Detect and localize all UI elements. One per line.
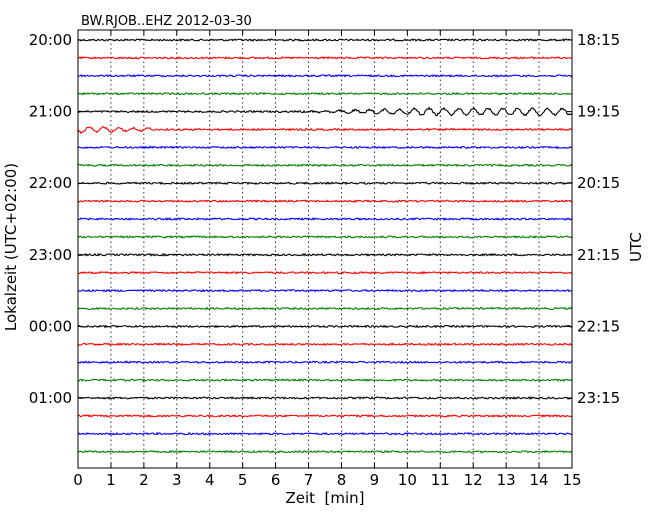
trace-0 <box>77 38 573 42</box>
trace-17 <box>77 342 573 347</box>
x-tick-label-1: 1 <box>106 471 116 489</box>
right-tick-label: 19:15 <box>577 103 620 121</box>
x-axis-label: Zeit [min] <box>285 489 364 507</box>
right-tick-label: 23:15 <box>577 389 620 407</box>
trace-1 <box>77 55 573 60</box>
x-tick-label-6: 6 <box>271 471 281 489</box>
right-tick-label: 21:15 <box>577 246 620 264</box>
x-tick-label-15: 15 <box>562 471 581 489</box>
trace-13 <box>77 270 573 275</box>
x-tick-label-2: 2 <box>139 471 149 489</box>
x-tick-label-9: 9 <box>370 471 380 489</box>
trace-20 <box>77 396 573 401</box>
trace-23 <box>77 449 573 454</box>
left-tick-label: 21:00 <box>29 103 72 121</box>
x-tick-label-12: 12 <box>464 471 483 489</box>
trace-16 <box>77 324 573 329</box>
left-tick-label: 22:00 <box>29 174 72 192</box>
trace-18 <box>77 360 573 365</box>
x-tick-label-7: 7 <box>304 471 314 489</box>
left-tick-label: 01:00 <box>29 389 72 407</box>
y-axis-label-left: Lokalzeit (UTC+02:00) <box>2 163 20 331</box>
right-tick-label: 18:15 <box>577 31 620 49</box>
left-tick-label: 23:00 <box>29 246 72 264</box>
trace-19 <box>77 378 573 383</box>
chart-title: BW.RJOB..EHZ 2012-03-30 <box>81 14 252 29</box>
trace-21 <box>77 414 573 418</box>
x-tick-label-8: 8 <box>337 471 347 489</box>
plot-frame <box>77 29 573 469</box>
left-axis-ticks: 20:00 21:00 22:00 23:00 00:00 01:00 <box>29 31 83 407</box>
trace-4 <box>77 106 573 117</box>
x-tick-label-14: 14 <box>530 471 549 489</box>
trace-2 <box>77 73 573 78</box>
x-tick-label-3: 3 <box>172 471 182 489</box>
x-tick-label-5: 5 <box>238 471 248 489</box>
left-tick-label: 00:00 <box>29 317 72 335</box>
grid-lines <box>110 30 540 468</box>
x-tick-label-11: 11 <box>431 471 450 489</box>
right-axis-ticks: 18:15 19:15 20:15 21:15 22:15 23:15 <box>567 31 620 407</box>
trace-14 <box>77 288 573 293</box>
trace-7 <box>77 163 573 168</box>
trace-6 <box>77 145 573 150</box>
trace-12 <box>77 252 573 257</box>
x-tick-label-13: 13 <box>497 471 516 489</box>
trace-9 <box>77 199 573 204</box>
trace-3 <box>77 91 573 96</box>
x-tick-label-4: 4 <box>205 471 215 489</box>
trace-5 <box>77 125 573 135</box>
trace-10 <box>77 217 573 221</box>
trace-group <box>77 38 573 454</box>
y-axis-label-right: UTC <box>627 232 645 262</box>
trace-22 <box>77 431 573 436</box>
trace-15 <box>77 306 573 311</box>
trace-11 <box>77 235 573 239</box>
x-axis-ticks: 0 1 2 3 4 5 6 7 8 9 10 11 12 13 14 15 <box>73 30 582 489</box>
x-tick-label-10: 10 <box>398 471 417 489</box>
x-tick-label-0: 0 <box>73 471 83 489</box>
trace-8 <box>77 181 573 186</box>
left-tick-label: 20:00 <box>29 31 72 49</box>
right-tick-label: 20:15 <box>577 174 620 192</box>
right-tick-label: 22:15 <box>577 317 620 335</box>
